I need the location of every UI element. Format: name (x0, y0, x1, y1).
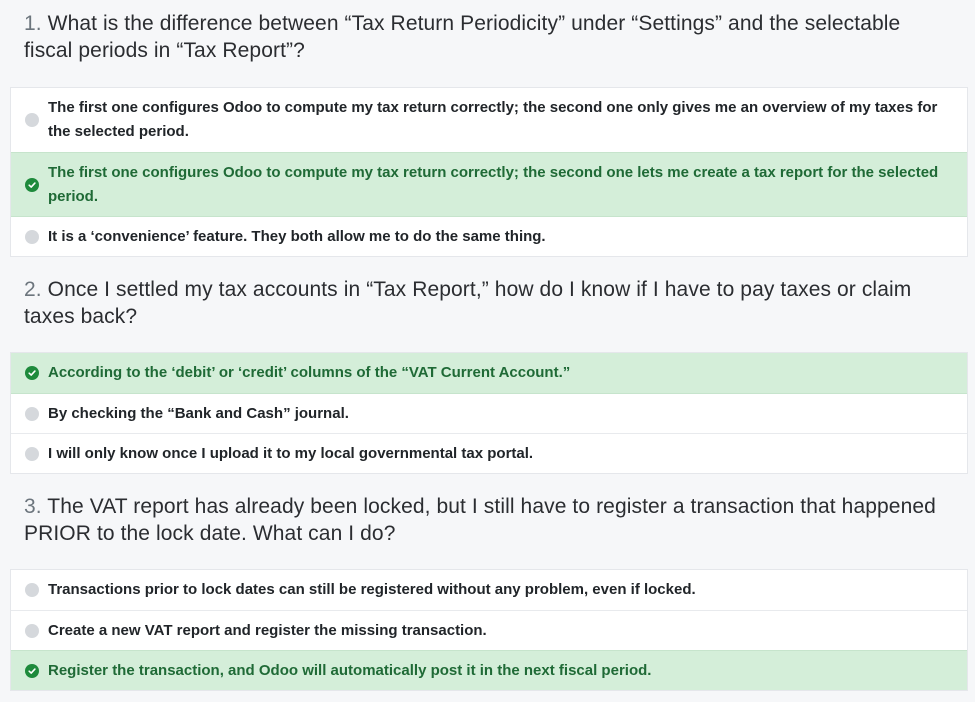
answer-option-correct[interactable]: Register the transaction, and Odoo will … (11, 650, 967, 690)
question-number: 3. (24, 495, 42, 518)
answer-option[interactable]: The first one configures Odoo to compute… (11, 88, 967, 152)
answer-text: Transactions prior to lock dates can sti… (48, 581, 696, 598)
radio-empty-icon[interactable] (25, 113, 39, 127)
question-2: 2. Once I settled my tax accounts in “Ta… (0, 276, 975, 330)
answer-text: Create a new VAT report and register the… (48, 621, 487, 639)
question-title: 3. The VAT report has already been locke… (0, 493, 975, 547)
answer-text: The first one configures Odoo to compute… (48, 163, 939, 205)
answer-text: The first one configures Odoo to compute… (48, 99, 938, 140)
question-text: The VAT report has already been locked, … (24, 495, 936, 545)
radio-empty-icon[interactable] (25, 583, 39, 597)
radio-empty-icon[interactable] (25, 229, 39, 244)
answer-list: Transactions prior to lock dates can sti… (10, 569, 968, 691)
answer-option-correct[interactable]: The first one configures Odoo to compute… (11, 152, 967, 216)
answer-option-correct[interactable]: According to the ‘debit’ or ‘credit’ col… (11, 353, 967, 393)
answer-option[interactable]: Create a new VAT report and register the… (11, 610, 967, 650)
answer-list: According to the ‘debit’ or ‘credit’ col… (10, 352, 968, 474)
answer-text: I will only know once I upload it to my … (48, 444, 534, 462)
question-number: 2. (24, 278, 42, 301)
answer-option[interactable]: Transactions prior to lock dates can sti… (11, 570, 967, 610)
question-3: 3. The VAT report has already been locke… (0, 493, 975, 547)
answer-option[interactable]: It is a ‘convenience’ feature. They both… (11, 216, 967, 256)
radio-empty-icon[interactable] (25, 446, 39, 461)
question-text: Once I settled my tax accounts in “Tax R… (24, 278, 912, 328)
check-circle-icon (25, 663, 39, 678)
answer-text: It is a ‘convenience’ feature. They both… (48, 227, 546, 245)
check-circle-icon (25, 177, 39, 192)
answer-text: By checking the “Bank and Cash” journal. (48, 404, 349, 422)
question-title: 2. Once I settled my tax accounts in “Ta… (0, 276, 975, 330)
question-text: What is the difference between “Tax Retu… (24, 12, 901, 62)
check-circle-icon (25, 366, 39, 380)
answer-option[interactable]: I will only know once I upload it to my … (11, 433, 967, 473)
question-number: 1. (24, 12, 42, 35)
radio-empty-icon[interactable] (25, 406, 39, 421)
answer-option[interactable]: By checking the “Bank and Cash” journal. (11, 393, 967, 433)
answer-list: The first one configures Odoo to compute… (10, 87, 968, 257)
answer-text: Register the transaction, and Odoo will … (48, 661, 652, 679)
question-title: 1. What is the difference between “Tax R… (0, 10, 975, 64)
question-1: 1. What is the difference between “Tax R… (0, 10, 975, 64)
radio-empty-icon[interactable] (25, 623, 39, 638)
answer-text: According to the ‘debit’ or ‘credit’ col… (48, 364, 571, 381)
